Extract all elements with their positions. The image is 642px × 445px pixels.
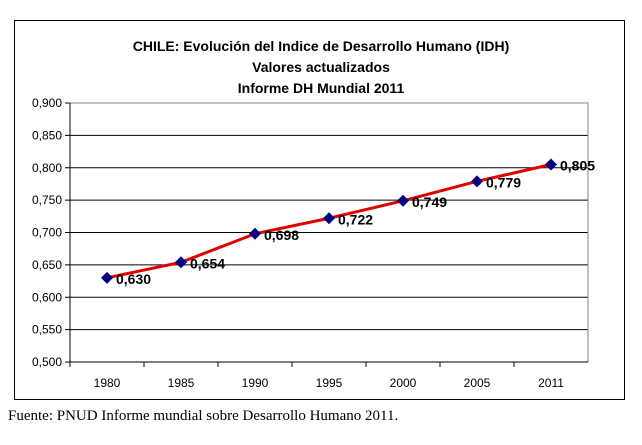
data-label: 0,749 (412, 194, 447, 210)
data-label: 0,698 (264, 227, 299, 243)
x-tick-label: 1980 (94, 376, 121, 390)
y-tick-label: 0,550 (32, 323, 62, 337)
data-label: 0,779 (486, 174, 521, 190)
data-point (175, 256, 187, 269)
data-point (101, 271, 113, 284)
data-point (471, 175, 483, 188)
x-tick-label: 1985 (168, 376, 195, 390)
x-tick-label: 2005 (464, 376, 491, 390)
data-label: 0,654 (190, 255, 225, 271)
y-tick-label: 0,850 (32, 128, 62, 142)
y-tick-label: 0,800 (32, 161, 62, 175)
chart-title-line-1: CHILE: Evolución del Indice de Desarroll… (132, 38, 510, 54)
chart-frame (14, 20, 625, 400)
y-tick-label: 0,700 (32, 226, 62, 240)
y-tick-label: 0,900 (32, 96, 62, 110)
data-label: 0,630 (116, 271, 151, 287)
x-tick-label: 2011 (538, 376, 564, 390)
x-tick-label: 1995 (316, 376, 343, 390)
y-tick-label: 0,600 (32, 290, 62, 304)
data-label: 0,722 (338, 211, 373, 227)
x-tick-label: 2000 (390, 376, 417, 390)
data-label: 0,805 (560, 158, 595, 174)
data-point (397, 194, 409, 207)
x-tick-label: 1990 (242, 376, 269, 390)
source-note: Fuente: PNUD Informe mundial sobre Desar… (8, 408, 399, 424)
y-tick-label: 0,750 (32, 193, 62, 207)
data-point (249, 227, 261, 240)
chart-title-line-2: Valores actualizados (252, 59, 390, 75)
data-point (545, 158, 557, 171)
y-tick-label: 0,500 (32, 355, 62, 369)
data-point (323, 212, 335, 225)
y-tick-label: 0,650 (32, 258, 62, 272)
chart-title-line-3: Informe DH Mundial 2011 (237, 80, 405, 96)
